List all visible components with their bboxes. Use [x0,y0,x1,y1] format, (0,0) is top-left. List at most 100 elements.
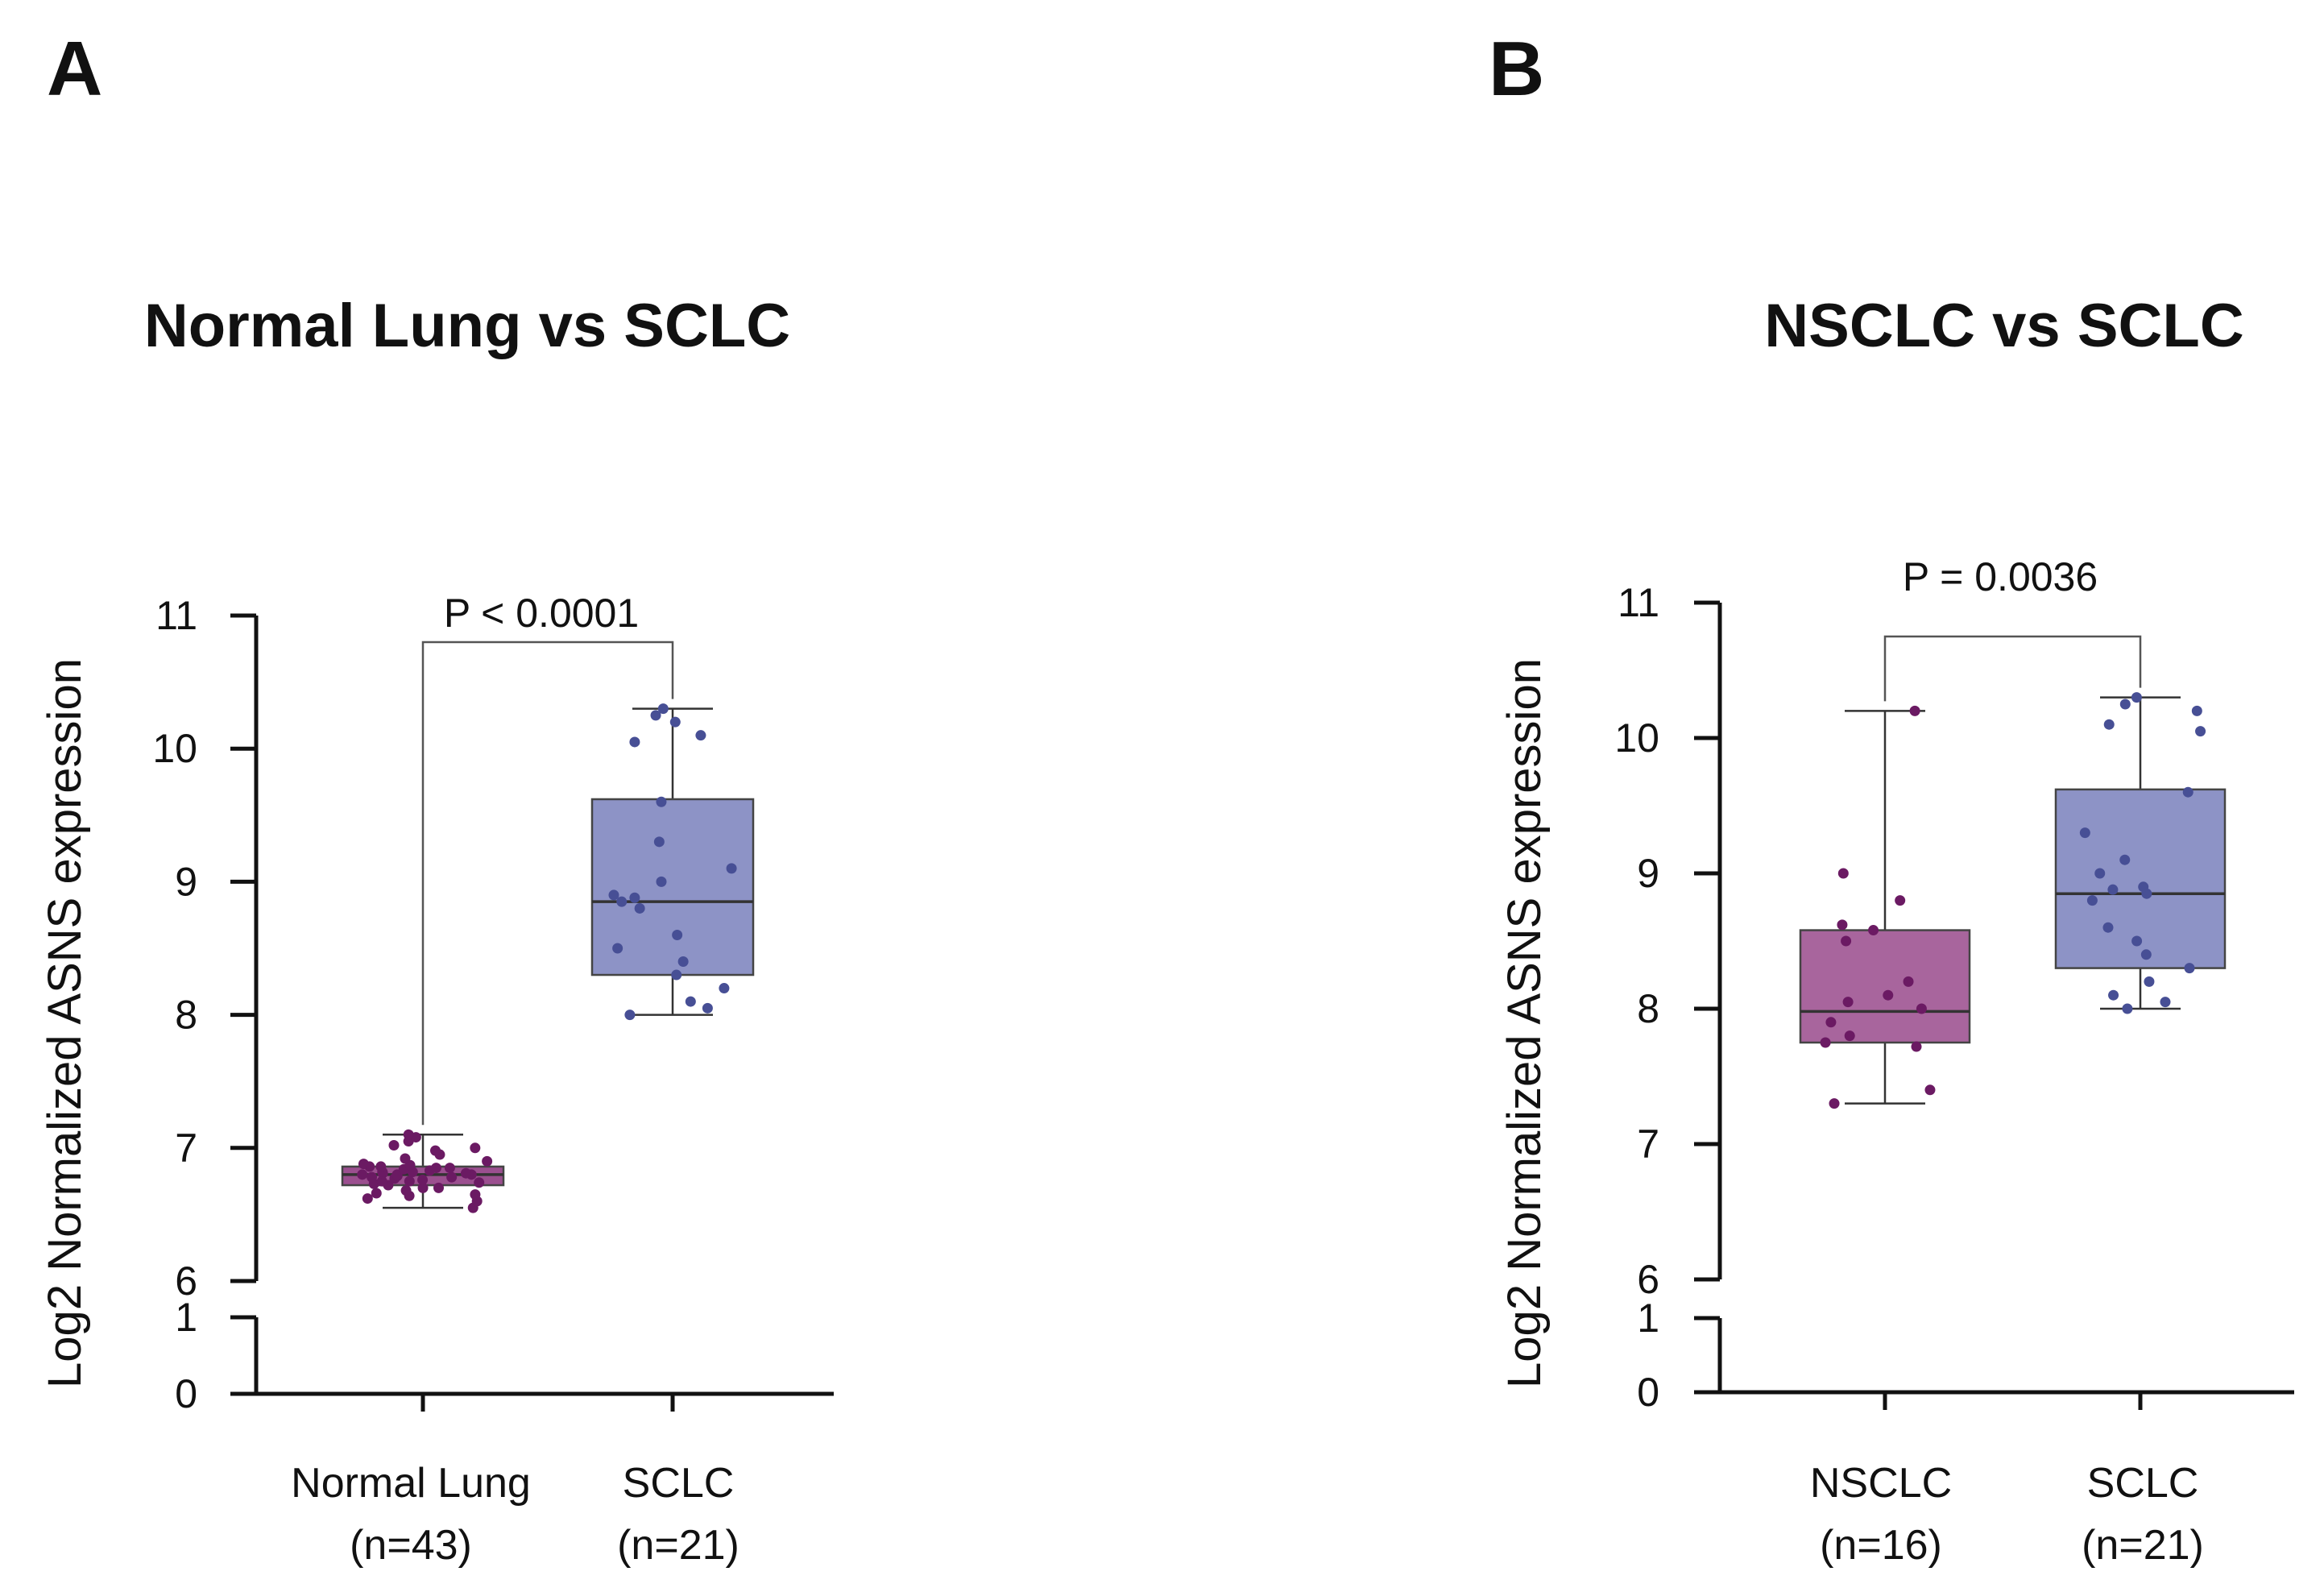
x-category-n-label: (n=21) [2082,1522,2204,1569]
y-tick-label: 6 [175,1258,197,1304]
data-point [2195,726,2206,737]
y-axis-label: Log2 Normalized ASNS expression [39,658,91,1388]
chart-title: NSCLC vs SCLC [1764,292,2243,360]
data-point [671,969,682,981]
significance-bracket [421,641,674,1126]
data-point [624,1010,636,1021]
data-point [2182,786,2194,798]
data-point [2191,705,2202,716]
y-tick-label: 10 [1614,715,1659,761]
data-point [629,892,640,903]
data-point [616,896,628,907]
data-point [2107,884,2119,895]
data-point [1895,895,1906,906]
y-tick-label: 8 [1637,986,1659,1031]
data-point [634,902,645,914]
x-category-label: NSCLC [1810,1460,1952,1507]
panel-label: A [47,26,102,112]
data-point [612,943,623,954]
y-tick-label: 0 [1637,1370,1659,1415]
box-nsclc [1799,929,1971,1044]
data-point [656,876,667,887]
data-point [357,1169,368,1180]
data-point [403,1129,414,1140]
panel-b: B NSCLC vs SCLC Log2 Normalized ASNS exp… [1489,26,2294,1569]
x-category-n-label: (n=16) [1820,1522,1942,1569]
data-point [400,1185,412,1196]
data-point [358,1159,369,1170]
data-point [482,1155,493,1167]
data-point [376,1175,387,1187]
data-point [2160,997,2171,1008]
data-point [388,1139,400,1151]
y-tick-label: 7 [1637,1122,1659,1167]
data-point [2108,989,2119,1001]
data-point [367,1171,378,1183]
data-point [2131,692,2142,703]
data-point [470,1142,481,1154]
data-point [1883,989,1894,1001]
data-point [2138,881,2149,893]
data-point [1868,925,1879,936]
data-point [719,983,730,994]
data-point [1837,919,1848,931]
data-point [2094,868,2106,879]
y-tick-label: 8 [175,993,197,1038]
data-point [1842,997,1854,1008]
significance-bracket [1883,635,2142,702]
panel-a: A Normal Lung vs SCLC Log2 Normalized AS… [39,26,834,1569]
data-point [2086,895,2098,906]
data-point [1825,1017,1837,1028]
data-point [1837,868,1849,879]
data-point [2122,1003,2133,1014]
data-point [2079,827,2090,839]
x-category-label: SCLC [2087,1460,2199,1507]
x-category-n-label: (n=21) [617,1522,739,1569]
y-tick-label: 1 [175,1295,197,1340]
x-category-n-label: (n=43) [350,1522,472,1569]
y-tick-label: 10 [152,726,197,771]
y-tick-label: 7 [175,1126,197,1171]
data-point [470,1189,481,1200]
data-point [417,1174,429,1185]
data-point [444,1163,455,1174]
p-value-label: P < 0.0001 [444,591,639,636]
data-point [2119,854,2131,865]
data-point [702,1002,713,1014]
x-category-label: SCLC [623,1460,735,1507]
data-point [726,863,737,874]
data-point [669,716,681,728]
y-tick-label: 0 [175,1371,197,1416]
data-point [653,836,665,848]
y-tick-label: 1 [1637,1296,1659,1341]
data-point [474,1177,485,1188]
data-point [433,1182,444,1193]
p-value-label: P = 0.0036 [1903,554,2098,599]
data-point [400,1153,411,1164]
y-tick-label: 11 [1618,580,1659,625]
data-point [1916,1003,1927,1014]
data-point [672,929,683,940]
data-point [375,1161,387,1172]
x-category-label: Normal Lung [291,1460,531,1507]
y-axis-label: Log2 Normalized ASNS expression [1498,658,1551,1388]
data-point [1909,705,1920,716]
y-tick-label: 11 [155,593,197,638]
y-tick-label: 9 [175,859,197,904]
data-point [430,1145,441,1156]
data-point [2140,949,2152,960]
panel-label: B [1489,26,1544,112]
data-point [404,1175,415,1187]
chart-title: Normal Lung vs SCLC [144,292,790,360]
data-point [1911,1041,1922,1052]
data-point [2119,699,2131,710]
data-point [656,796,667,807]
y-tick-label: 6 [1637,1257,1659,1302]
data-point [677,956,689,968]
y-tick-label: 9 [1637,851,1659,896]
data-point [2144,976,2155,987]
data-point [446,1171,458,1183]
data-point [371,1188,382,1199]
data-point [657,703,669,715]
